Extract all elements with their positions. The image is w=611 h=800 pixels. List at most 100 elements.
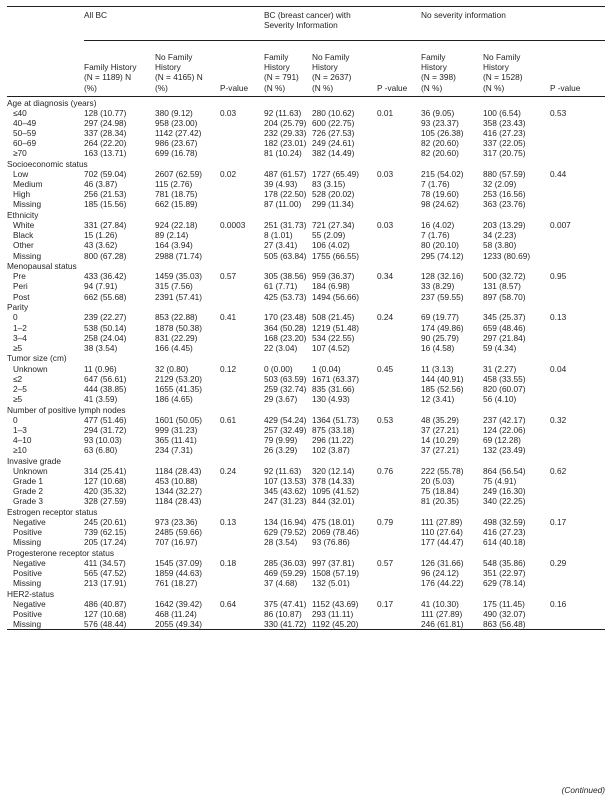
row-label: Grade 2 [13, 486, 43, 497]
table-cell: 416 (27.23) [483, 527, 526, 538]
table-row: Positive 565 (47.52) 1859 (44.63) 469 (59.2… [7, 568, 605, 578]
table-cell [220, 281, 264, 291]
table-cell: 132 (23.49) [483, 445, 526, 456]
table-cell [550, 240, 605, 250]
table-cell: 178 (22.50) [264, 189, 307, 200]
table-cell: 32 (2.09) [483, 179, 517, 190]
row-label: Post [13, 291, 30, 302]
table-cell: 1184 (28.43) [155, 496, 202, 507]
table-cell: 2607 (62.59) [155, 169, 203, 180]
table-row: Grade 1 127 (10.68) 453 (10.88) 107 (13.53)… [7, 476, 605, 486]
table-cell: 7 (1.76) [421, 179, 450, 190]
table-cell: 1642 (39.42) [155, 599, 203, 610]
column-header-6: Family History (N = 398) (N %) [421, 40, 484, 97]
column-header-line: (N = 4165) N [155, 72, 203, 83]
row-label: White [13, 220, 35, 231]
row-label: ≤40 [13, 107, 27, 118]
row-label: Unknown [13, 363, 48, 374]
row-label: Negative [13, 558, 46, 568]
table-cell: 498 (32.59) [483, 516, 526, 527]
row-label: Negative [13, 516, 46, 527]
table-cell: 0.01 [377, 107, 394, 118]
table-cell: 477 (51.46) [84, 414, 127, 425]
table-cell: 253 (16.56) [483, 189, 526, 200]
table-cell: 131 (8.57) [483, 281, 521, 292]
row-label: Missing [7, 619, 84, 631]
table-cell: 41 (10.30) [421, 599, 459, 610]
table-cell: 831 (22.29) [155, 332, 198, 343]
table-cell: 28 (3.54) [264, 537, 298, 548]
column-header-line: History [483, 62, 509, 73]
section-row: Progesterone receptor status [7, 547, 605, 558]
column-header-line: P -value [377, 82, 408, 93]
table-row: 4–10 93 (10.03) 365 (11.41) 79 (9.99) 296 (1… [7, 435, 605, 445]
column-header-line: (N %) [483, 82, 505, 93]
column-header-7: No Family History (N = 1528) (N %) [483, 40, 551, 97]
section-row: Tumor size (cm) [7, 353, 605, 363]
section-title: Ethnicity [7, 210, 39, 221]
table-cell: 93 (23.37) [421, 117, 459, 128]
table-cell: 721 (27.34) [312, 220, 355, 231]
table-cell: 317 (20.75) [483, 148, 526, 159]
table-cell: 280 (10.62) [312, 107, 355, 118]
table-cell: 234 (7.31) [155, 445, 193, 456]
table-cell: 0.03 [220, 107, 237, 118]
section-row: Ethnicity [7, 209, 605, 220]
table-cell [377, 322, 421, 332]
table-cell: 16 (4.58) [421, 342, 455, 353]
table-cell [377, 189, 421, 199]
table-cell: 345 (25.37) [483, 312, 526, 323]
table-cell: 375 (47.41) [264, 599, 307, 610]
table-cell: 534 (22.55) [312, 332, 355, 343]
table-cell: 105 (26.38) [421, 128, 464, 139]
row-label: Peri [13, 281, 28, 292]
table-cell: 297 (21.84) [483, 332, 526, 343]
section-title: Estrogen receptor status [7, 506, 98, 517]
table-cell: 0.0003 [220, 220, 246, 231]
table-cell: 186 (4.65) [155, 393, 193, 404]
section-row: Socioeconomic status [7, 158, 605, 169]
table-cell: 78 (19.60) [421, 189, 459, 200]
table-row: 0 477 (51.46) 1601 (50.05) 0.61 429 (54.24) 1… [7, 415, 605, 425]
table-cell [377, 537, 421, 547]
table-cell [220, 394, 264, 404]
row-label: Positive [13, 568, 43, 579]
row-label: 2–5 [13, 383, 27, 394]
table-cell: 364 (50.28) [264, 322, 307, 333]
table-cell [220, 619, 264, 631]
table-cell [550, 230, 605, 240]
column-header-line: No Family [483, 51, 521, 62]
table-cell: 299 (11.34) [312, 199, 354, 210]
table-row: ≥5 38 (3.54) 166 (4.45) 22 (3.04) 107 (4.52)… [7, 343, 605, 353]
table-cell [220, 568, 264, 578]
table-cell: 182 (23.01) [264, 138, 307, 149]
column-header-line: (N = 398) [421, 72, 456, 83]
table-cell: 425 (53.73) [264, 291, 307, 302]
table-cell: 34 (2.23) [483, 230, 517, 241]
table-cell [377, 250, 421, 260]
table-cell [220, 322, 264, 332]
table-cell [550, 343, 605, 353]
column-header-line: (N = 2637) [312, 72, 352, 83]
table-cell: 0.12 [220, 363, 237, 374]
section-title: Menopausal status [7, 261, 77, 272]
table-cell: 38 (3.54) [84, 342, 118, 353]
table-cell: 844 (32.01) [312, 496, 355, 507]
table-cell: 662 (15.89) [155, 199, 198, 210]
table-cell: 11 (0.96) [84, 363, 117, 374]
table-cell: 37 (27.21) [421, 445, 459, 456]
table-cell [377, 578, 421, 588]
column-header-line: (N = 1528) [483, 72, 523, 83]
table-cell: 973 (23.36) [155, 516, 198, 527]
table-body: Age at diagnosis (years) ≤40 128 (10.77) 38… [7, 97, 606, 631]
table-cell: 958 (23.00) [155, 117, 198, 128]
table-cell: 205 (17.24) [84, 537, 127, 548]
table-cell [220, 537, 264, 547]
table-cell: 416 (27.23) [483, 128, 526, 139]
column-header-row: Family History (N = 1189) N (%) No Family Hi… [7, 40, 606, 97]
table-cell: 1508 (57.19) [312, 568, 360, 579]
table-cell: 93 (10.03) [84, 434, 122, 445]
table-cell: 107 (4.52) [312, 342, 350, 353]
table-cell: 0.13 [550, 312, 567, 323]
